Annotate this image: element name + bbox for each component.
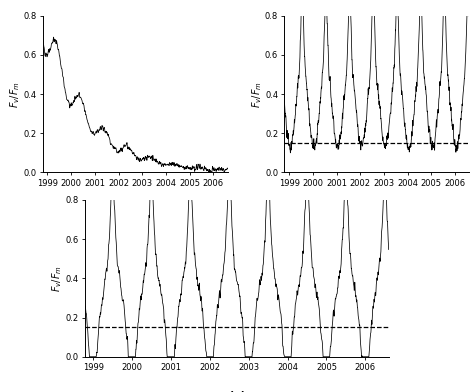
Y-axis label: $F_v/F_m$: $F_v/F_m$: [8, 81, 22, 107]
Text: (a): (a): [126, 207, 144, 217]
Text: (c): (c): [228, 391, 246, 392]
Y-axis label: $F_v/F_m$: $F_v/F_m$: [250, 81, 264, 107]
Text: (b): (b): [368, 207, 386, 217]
Y-axis label: $F_v/F_m$: $F_v/F_m$: [51, 265, 64, 292]
